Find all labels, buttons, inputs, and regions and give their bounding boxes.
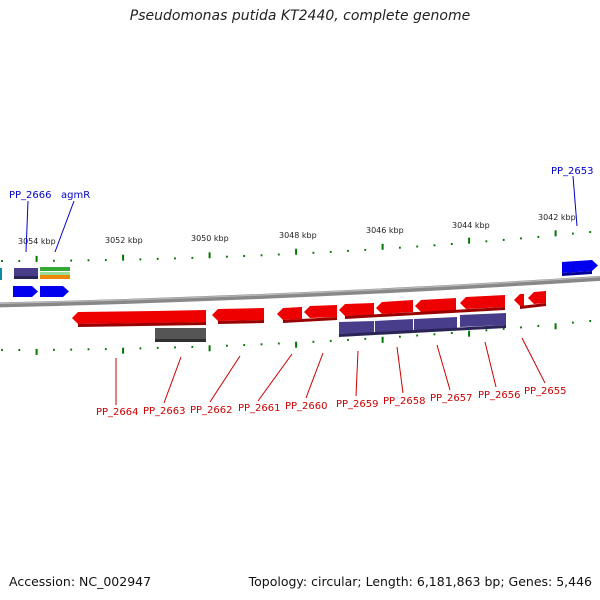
- label-leader-line: [436, 344, 451, 391]
- reverse-gene[interactable]: [528, 291, 546, 304]
- map-title: Pseudomonas putida KT2440, complete geno…: [129, 8, 471, 24]
- reverse-gene[interactable]: [277, 307, 302, 320]
- reverse-gene[interactable]: [212, 308, 264, 321]
- reverse-gene-shadow: [520, 303, 546, 309]
- forward-gene-shadow: [562, 271, 592, 276]
- rna-feature[interactable]: [40, 275, 70, 279]
- tick-label: 3052 kbp: [105, 236, 143, 245]
- reverse-features: [72, 291, 546, 327]
- pseudogene-feature[interactable]: [155, 328, 206, 339]
- cds-feature[interactable]: [14, 268, 38, 276]
- tick-label: 3054 kbp: [18, 237, 56, 246]
- cds-feature[interactable]: [414, 317, 457, 331]
- label-leader-line: [521, 337, 546, 384]
- reverse-gene-shadow: [283, 317, 337, 323]
- gene-label-pp-2658[interactable]: PP_2658: [383, 396, 426, 407]
- gene-label-pp-2659[interactable]: PP_2659: [336, 399, 379, 410]
- genome-backbone-highlight: [0, 276, 600, 304]
- gene-label-pp-2653[interactable]: PP_2653: [551, 166, 594, 177]
- tick-label: 3044 kbp: [452, 221, 490, 230]
- gene-label-pp-2656[interactable]: PP_2656: [478, 390, 521, 401]
- cds-feature[interactable]: [460, 313, 506, 327]
- rna-feature[interactable]: [40, 267, 70, 271]
- forward-gene[interactable]: [13, 286, 38, 297]
- genome-summary-text: Topology: circular; Length: 6,181,863 bp…: [248, 574, 592, 589]
- reverse-gene-shadow: [345, 307, 505, 319]
- reverse-gene[interactable]: [155, 310, 206, 323]
- reverse-gene[interactable]: [376, 300, 413, 314]
- reverse-gene[interactable]: [460, 295, 505, 309]
- cds-feature[interactable]: [339, 321, 374, 334]
- forward-gene[interactable]: [40, 286, 69, 297]
- gene-label-agmr[interactable]: agmR: [61, 190, 90, 201]
- reverse-gene-shadow: [78, 322, 206, 327]
- label-leader-line: [305, 352, 324, 399]
- cds-feature-shadow: [339, 325, 506, 337]
- reverse-gene-shadow: [218, 320, 264, 324]
- upper-ruler: [1, 230, 592, 262]
- reverse-gene[interactable]: [339, 303, 374, 316]
- ruler-labels: 3054 kbp 3052 kbp 3050 kbp 3048 kbp 3046…: [18, 213, 576, 246]
- label-leader-line: [257, 353, 293, 402]
- reverse-gene[interactable]: [72, 311, 155, 324]
- label-leader-line: [25, 200, 29, 253]
- gene-label-pp-2661[interactable]: PP_2661: [238, 403, 281, 414]
- cds-feature-shadow: [14, 276, 38, 279]
- reverse-gene[interactable]: [514, 294, 524, 306]
- label-leader-line: [396, 346, 404, 394]
- label-leader-line: [163, 356, 182, 404]
- tick-label: 3046 kbp: [366, 226, 404, 235]
- gene-label-pp-2664[interactable]: PP_2664: [96, 407, 139, 418]
- lower-cds-features: [155, 313, 506, 342]
- reverse-gene-labels: PP_2664 PP_2663 PP_2662 PP_2661 PP_2660 …: [96, 337, 567, 418]
- tick-label: 3050 kbp: [191, 234, 229, 243]
- cds-feature[interactable]: [0, 268, 2, 280]
- gene-label-pp-2662[interactable]: PP_2662: [190, 405, 233, 416]
- reverse-gene[interactable]: [304, 305, 337, 318]
- gene-label-pp-2657[interactable]: PP_2657: [430, 393, 473, 404]
- forward-gene[interactable]: [562, 260, 598, 273]
- reverse-gene[interactable]: [415, 298, 456, 312]
- rna-feature[interactable]: [40, 272, 70, 275]
- label-leader-line: [572, 175, 578, 227]
- lower-ruler: [1, 320, 592, 355]
- label-leader-line: [54, 200, 75, 253]
- gene-label-pp-2655[interactable]: PP_2655: [524, 386, 567, 397]
- forward-features: [0, 260, 598, 297]
- gene-label-pp-2666[interactable]: PP_2666: [9, 190, 52, 201]
- gene-label-pp-2663[interactable]: PP_2663: [143, 406, 186, 417]
- label-leader-line: [484, 341, 497, 388]
- tick-label: 3042 kbp: [538, 213, 576, 222]
- pseudogene-feature-shadow: [155, 339, 206, 342]
- accession-text: Accession: NC_002947: [9, 574, 152, 589]
- cds-feature[interactable]: [375, 319, 413, 333]
- label-leader-line: [209, 355, 241, 403]
- forward-gene-labels: PP_2666 agmR PP_2653: [9, 166, 594, 253]
- gene-label-pp-2660[interactable]: PP_2660: [285, 401, 328, 412]
- label-leader-line: [355, 350, 359, 397]
- genome-backbone: [0, 275, 600, 308]
- tick-label: 3048 kbp: [279, 231, 317, 240]
